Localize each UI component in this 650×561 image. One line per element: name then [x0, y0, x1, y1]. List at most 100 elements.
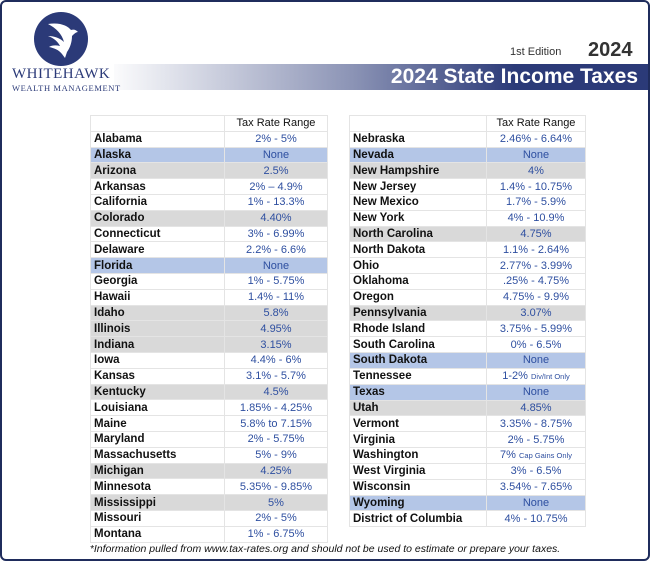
- state-name: California: [90, 193, 225, 211]
- table-row: New York 4% - 10.9%: [349, 209, 586, 227]
- table-row: Georgia 1% - 5.75%: [90, 272, 328, 290]
- table-row: Maryland 2% - 5.75%: [90, 430, 328, 448]
- tax-rate: 1-2% Div/Int Only: [486, 367, 586, 385]
- state-name: Indiana: [90, 336, 225, 353]
- state-name: West Virginia: [349, 462, 487, 480]
- tax-rate-value: 1-2%: [502, 369, 528, 382]
- table-row: Idaho 5.8%: [90, 304, 328, 322]
- tax-rate: 1.1% - 2.64%: [486, 241, 586, 259]
- tax-rate: 4.95%: [224, 320, 328, 338]
- state-name: Connecticut: [90, 225, 225, 243]
- state-name: Alabama: [90, 130, 225, 148]
- tax-rate-value: 1.4% - 11%: [247, 291, 305, 304]
- tax-rate-value: None: [522, 496, 550, 509]
- table-row: Maine 5.8% to 7.15%: [90, 415, 328, 432]
- state-name: Washington: [349, 446, 487, 464]
- tax-rate: 3.35% - 8.75%: [486, 415, 586, 433]
- state-name: Texas: [349, 383, 487, 401]
- tax-rate: 1% - 13.3%: [224, 193, 328, 211]
- tax-rate: 4% - 10.75%: [486, 510, 586, 528]
- tax-rate: 5.35% - 9.85%: [224, 478, 328, 496]
- tax-rate-value: 5.8%: [263, 306, 289, 319]
- state-name: Wyoming: [349, 494, 487, 512]
- tax-rate-value: 0% - 6.5%: [510, 338, 562, 351]
- tax-rate: None: [486, 351, 586, 369]
- tax-rate-value: 1% - 5.75%: [247, 275, 305, 288]
- table-row: Hawaii 1.4% - 11%: [90, 288, 328, 306]
- tax-rate-value: 3.54% - 7.65%: [499, 481, 573, 494]
- tax-rate-value: 2% – 4.9%: [249, 180, 303, 193]
- tax-rate-value: 1% - 13.3%: [247, 196, 305, 209]
- table-row: Florida None: [90, 257, 328, 274]
- state-name: Virginia: [349, 431, 487, 448]
- tax-rate-value: 4.25%: [260, 464, 292, 477]
- table-row: Rhode Island 3.75% - 5.99%: [349, 320, 586, 338]
- state-name: Nevada: [349, 146, 487, 164]
- tax-rate-value: 2.77% - 3.99%: [499, 259, 573, 272]
- state-name: Missouri: [90, 509, 225, 527]
- tax-rate-value: 4.75%: [520, 227, 552, 240]
- tax-rate: 1.7% - 5.9%: [486, 193, 586, 211]
- tax-rate: .25% - 4.75%: [486, 272, 586, 290]
- tax-rate: 1% - 6.75%: [224, 525, 328, 543]
- edition-label: 1st Edition: [510, 46, 562, 58]
- tax-rate-value: 2% - 5.75%: [507, 433, 565, 446]
- table-row: Delaware 2.2% - 6.6%: [90, 241, 328, 259]
- tax-rate-value: 1.4% - 10.75%: [499, 180, 573, 193]
- tax-rate: None: [486, 383, 586, 401]
- tax-rate-value: 3.75% - 5.99%: [499, 322, 573, 335]
- tax-rate: 2% - 5%: [224, 509, 328, 527]
- state-name: Tennessee: [349, 367, 487, 385]
- tax-rate-value: 3% - 6.99%: [247, 227, 305, 240]
- tax-rate-value: None: [522, 386, 550, 399]
- tax-rate: 4%: [486, 162, 586, 180]
- tax-rate: 4.5%: [224, 383, 328, 401]
- state-name: South Dakota: [349, 351, 487, 369]
- tax-rate: 2.77% - 3.99%: [486, 257, 586, 274]
- tax-rate-value: None: [522, 148, 550, 161]
- tax-rate-value: 2.2% - 6.6%: [246, 243, 306, 256]
- tax-rate: 2.46% - 6.64%: [486, 130, 586, 148]
- table-row: New Jersey 1.4% - 10.75%: [349, 178, 586, 195]
- table-row: Mississippi 5%: [90, 494, 328, 511]
- table-row: District of Columbia 4% - 10.75%: [349, 510, 586, 528]
- tax-rate-value: 1.7% - 5.9%: [506, 196, 566, 209]
- tax-rate-value: None: [522, 354, 550, 367]
- tax-rate-value: 4.75% - 9.9%: [502, 291, 570, 304]
- state-name: Florida: [90, 257, 225, 274]
- table-row: Wyoming None: [349, 494, 586, 512]
- tax-rate: 2.2% - 6.6%: [224, 241, 328, 259]
- state-name: Iowa: [90, 351, 225, 369]
- state-name: Colorado: [90, 209, 225, 227]
- tax-rate: 4.25%: [224, 462, 328, 480]
- tax-rate: 0% - 6.5%: [486, 336, 586, 353]
- left-tax-table: Tax Rate Range Alabama 2% - 5% Alaska None A…: [90, 115, 328, 543]
- tax-rate-value: 5.8% to 7.15%: [240, 417, 312, 430]
- table-row: Arkansas 2% – 4.9%: [90, 178, 328, 195]
- tax-rate: 5.8%: [224, 304, 328, 322]
- tax-rate: 2% - 5.75%: [486, 431, 586, 448]
- table-row: Nevada None: [349, 146, 586, 164]
- state-name: Illinois: [90, 320, 225, 338]
- table-row: Vermont 3.35% - 8.75%: [349, 415, 586, 433]
- tax-rate: 2% – 4.9%: [224, 178, 328, 195]
- table-row: Colorado 4.40%: [90, 209, 328, 227]
- state-name: Minnesota: [90, 478, 225, 496]
- tax-rate: 1.4% - 11%: [224, 288, 328, 306]
- state-name: Vermont: [349, 415, 487, 433]
- table-row: Indiana 3.15%: [90, 336, 328, 353]
- table-row: South Dakota None: [349, 351, 586, 369]
- table-row: Iowa 4.4% - 6%: [90, 351, 328, 369]
- table-row: North Dakota 1.1% - 2.64%: [349, 241, 586, 259]
- state-name: Alaska: [90, 146, 225, 164]
- state-name: Maryland: [90, 430, 225, 448]
- tax-rate-value: 3.35% - 8.75%: [499, 417, 573, 430]
- state-name: Mississippi: [90, 494, 225, 511]
- tax-rate-value: 1.1% - 2.64%: [502, 243, 570, 256]
- tax-rate-value: 2.46% - 6.64%: [499, 133, 573, 146]
- tax-rate: 4.75% - 9.9%: [486, 288, 586, 306]
- state-name: New Hampshire: [349, 162, 487, 180]
- title-banner: 2024 State Income Taxes: [114, 64, 648, 90]
- state-name: Georgia: [90, 272, 225, 290]
- whitehawk-logo: WHITEHAWK WEALTH MANAGEMENT: [12, 10, 122, 93]
